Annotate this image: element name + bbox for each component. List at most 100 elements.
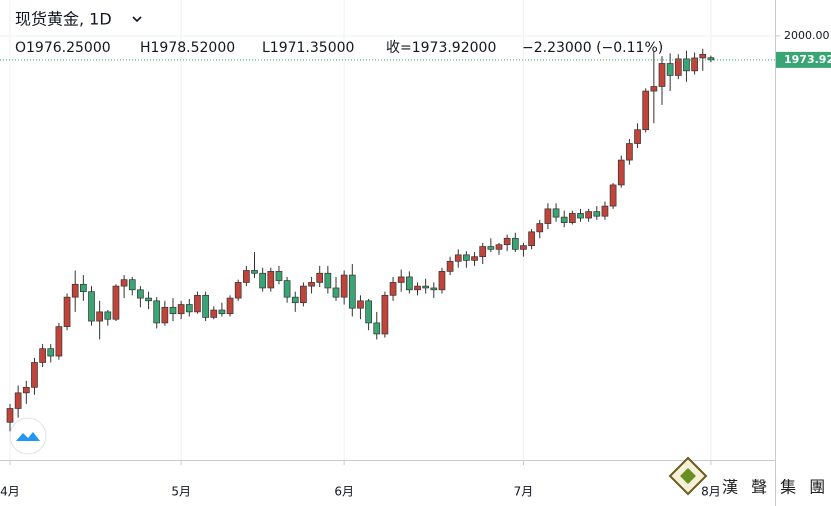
candle-body (552, 208, 560, 218)
candle-body (666, 63, 674, 76)
candle-body (373, 322, 381, 335)
candle-body (577, 213, 584, 219)
watermark-logo (668, 456, 708, 496)
candle-body (324, 272, 332, 289)
candle-body (300, 285, 307, 304)
candle-body (707, 57, 715, 61)
candle-body (145, 297, 152, 302)
candle-body (528, 231, 535, 246)
candle-body (47, 348, 55, 357)
candle-body (259, 272, 266, 289)
candle-body (593, 211, 601, 217)
candle-body (406, 276, 413, 291)
ohlc-label: 收=1973.92000 (386, 40, 496, 56)
candle-body (397, 276, 405, 283)
candle-body (104, 311, 112, 320)
candle-body (14, 392, 22, 409)
ohlc-label: −2.23000 (−0.11%) (522, 40, 663, 56)
candle-body (601, 205, 609, 217)
candle-body (658, 63, 666, 87)
candle-body (479, 246, 487, 258)
candle-body (185, 304, 193, 313)
x-tick-label: 7月 (514, 485, 534, 499)
x-tick-label: 8月 (701, 485, 721, 499)
ohlc-legend: O1976.25000 H1978.52000 L1971.35000 收=1973.… (15, 40, 663, 56)
candle-body (650, 86, 658, 92)
candle-body (446, 260, 454, 272)
candle-body (683, 58, 690, 72)
candle-body (691, 57, 698, 72)
ohlc-label: L1971.35000 (262, 40, 354, 56)
candle-body (6, 408, 14, 423)
candle-body (128, 279, 136, 291)
candle-body (234, 282, 242, 299)
candle-body (96, 311, 104, 322)
candle-body (674, 58, 682, 76)
candle-body (626, 143, 633, 161)
candle-body (226, 297, 234, 315)
candle-body (585, 211, 593, 219)
last-price-box (776, 51, 831, 68)
ohlc-label: H1978.52000 (140, 40, 235, 56)
chart-title: 现货黄金, 1D (15, 10, 112, 29)
candle-body (79, 283, 87, 292)
ohlc-label: O1976.25000 (15, 40, 111, 56)
candle-body (430, 287, 438, 291)
candle-body (63, 296, 71, 327)
logo[interactable] (9, 417, 47, 455)
candle-body (243, 270, 250, 283)
candle-body (454, 254, 462, 262)
dropdown-icon[interactable] (132, 16, 142, 23)
candle-body (153, 300, 161, 324)
last-price-label: 1973.92 (784, 53, 831, 66)
candle-body (536, 223, 544, 233)
candle-body (365, 300, 372, 324)
candle-body (609, 184, 617, 207)
candle-body (202, 294, 209, 318)
candle-body (503, 237, 511, 246)
candle-body (699, 53, 707, 59)
candle-body (422, 285, 429, 289)
candle-body (389, 282, 397, 296)
candle-body (291, 296, 299, 304)
candle-body (210, 309, 218, 318)
candle-body (617, 159, 625, 186)
candle-body (495, 244, 503, 250)
candle-body (112, 285, 120, 320)
candle-body (22, 386, 30, 394)
candle-body (348, 274, 356, 309)
candle-body (381, 294, 389, 335)
candle-body (340, 274, 348, 298)
candle-body (218, 309, 226, 315)
logo-mark[interactable] (16, 432, 40, 441)
candle-body (308, 282, 315, 287)
candle-body (471, 256, 478, 261)
candle-body (316, 272, 324, 283)
candle-body (31, 362, 38, 388)
candle-body (634, 129, 641, 144)
candle-body (463, 254, 470, 261)
candle-body (332, 287, 340, 298)
candle-body (194, 294, 201, 313)
candle-body (137, 289, 144, 299)
candle-body (275, 271, 283, 281)
candle-body (39, 348, 46, 363)
candle-body (487, 246, 495, 250)
candle-body (71, 283, 79, 298)
candle-body (283, 280, 291, 298)
candle-body (267, 271, 275, 289)
candle-body (414, 285, 421, 291)
x-tick-label: 4月 (0, 485, 20, 499)
candle-body (55, 326, 63, 357)
candle-body (520, 245, 527, 250)
candle-body (544, 208, 552, 224)
logo-circle[interactable] (9, 417, 47, 455)
x-tick-label: 6月 (334, 485, 354, 499)
watermark-inner (680, 468, 696, 484)
candle-body (169, 306, 177, 315)
watermark-text: 漢 聲 集 團 (722, 478, 829, 497)
candle-body (88, 291, 95, 322)
candle-body (511, 237, 519, 250)
candle-body (120, 279, 128, 287)
candle-body (357, 300, 364, 309)
